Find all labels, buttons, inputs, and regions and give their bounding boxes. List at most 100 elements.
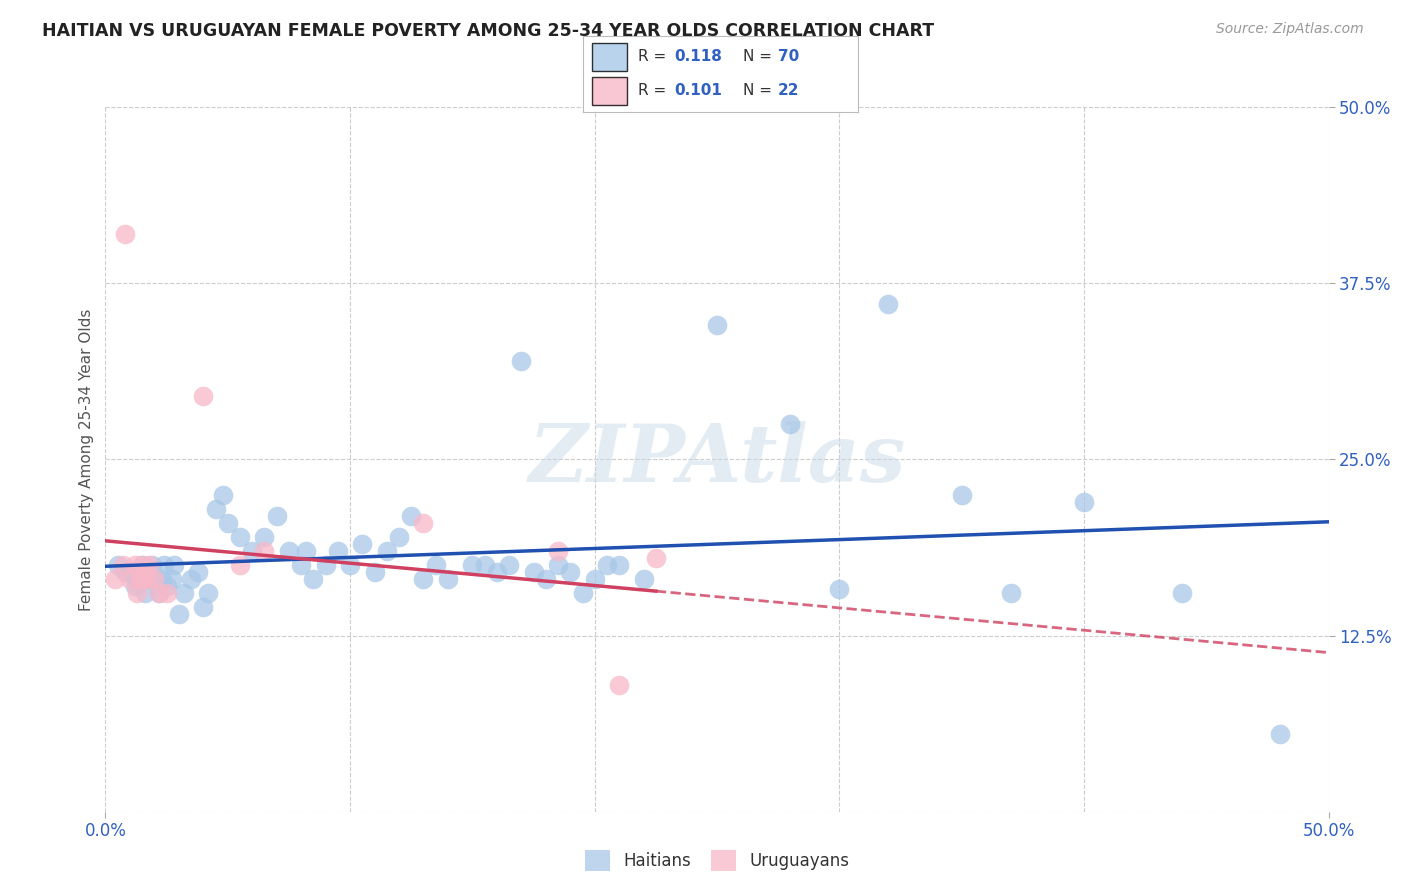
Point <box>401 508 423 523</box>
Text: Source: ZipAtlas.com: Source: ZipAtlas.com <box>1216 22 1364 37</box>
Point <box>877 297 900 311</box>
Point <box>156 579 179 593</box>
Point <box>128 565 150 579</box>
Point <box>138 565 160 579</box>
Point <box>156 586 179 600</box>
Point <box>290 558 312 573</box>
Point <box>352 537 374 551</box>
Point <box>1268 727 1291 741</box>
Point <box>193 389 215 403</box>
Point <box>240 544 263 558</box>
Text: ZIPAtlas: ZIPAtlas <box>529 421 905 498</box>
Point <box>315 558 337 573</box>
Point <box>253 530 276 544</box>
Point <box>197 586 219 600</box>
Point <box>388 530 411 544</box>
FancyBboxPatch shape <box>592 44 627 70</box>
Legend: Haitians, Uruguayans: Haitians, Uruguayans <box>578 844 856 878</box>
Point <box>153 558 176 573</box>
Text: N =: N = <box>742 83 776 98</box>
Point <box>461 558 484 573</box>
Point <box>124 558 146 573</box>
FancyBboxPatch shape <box>592 78 627 104</box>
Point <box>141 558 163 573</box>
Point <box>136 572 159 586</box>
Point <box>118 572 141 586</box>
Point <box>136 572 159 586</box>
Point <box>163 558 186 573</box>
Text: N =: N = <box>742 49 776 64</box>
Point <box>229 558 252 573</box>
Point <box>134 586 156 600</box>
Point <box>534 572 557 586</box>
Point <box>326 544 349 558</box>
Point <box>266 508 288 523</box>
Point <box>583 572 606 586</box>
Point <box>339 558 361 573</box>
Point <box>302 572 325 586</box>
Point <box>107 558 129 573</box>
Point <box>138 558 160 573</box>
Text: 0.101: 0.101 <box>673 83 721 98</box>
Text: 70: 70 <box>778 49 800 64</box>
Point <box>485 565 508 579</box>
Point <box>522 565 544 579</box>
Point <box>104 572 127 586</box>
Point <box>229 530 252 544</box>
Point <box>118 565 141 579</box>
Point <box>150 572 173 586</box>
Point <box>111 558 134 573</box>
Point <box>607 678 630 692</box>
Text: 22: 22 <box>778 83 800 98</box>
Point <box>295 544 318 558</box>
Point <box>114 227 136 241</box>
Text: R =: R = <box>638 49 672 64</box>
Point <box>134 565 156 579</box>
Point <box>510 353 533 368</box>
Point <box>779 417 801 431</box>
Point <box>375 544 398 558</box>
Point <box>131 572 153 586</box>
Point <box>706 318 728 333</box>
Point <box>114 565 136 579</box>
Point <box>124 579 146 593</box>
Y-axis label: Female Poverty Among 25-34 Year Olds: Female Poverty Among 25-34 Year Olds <box>79 309 94 610</box>
Point <box>363 565 385 579</box>
Point <box>498 558 520 573</box>
Text: 0.118: 0.118 <box>673 49 721 64</box>
Point <box>131 572 153 586</box>
Point <box>950 487 973 501</box>
Point <box>148 586 170 600</box>
Point <box>278 544 301 558</box>
Point <box>425 558 447 573</box>
Point <box>571 586 593 600</box>
Point <box>167 607 190 622</box>
Point <box>547 544 569 558</box>
Point <box>127 586 149 600</box>
Point <box>253 544 276 558</box>
Point <box>217 516 239 530</box>
Point <box>547 558 569 573</box>
Point <box>204 501 226 516</box>
Point <box>412 516 434 530</box>
Point <box>596 558 619 573</box>
Point <box>131 558 153 573</box>
Point <box>1000 586 1022 600</box>
Point <box>1171 586 1194 600</box>
Point <box>644 551 668 566</box>
Point <box>143 572 166 586</box>
Point <box>437 572 460 586</box>
Point <box>560 565 582 579</box>
Text: R =: R = <box>638 83 672 98</box>
Point <box>173 586 195 600</box>
Point <box>127 572 149 586</box>
Point <box>474 558 496 573</box>
Point <box>143 572 166 586</box>
Point <box>131 558 153 573</box>
Point <box>828 582 851 596</box>
Point <box>607 558 630 573</box>
Point <box>180 572 202 586</box>
Point <box>148 586 170 600</box>
Point <box>160 572 183 586</box>
Text: HAITIAN VS URUGUAYAN FEMALE POVERTY AMONG 25-34 YEAR OLDS CORRELATION CHART: HAITIAN VS URUGUAYAN FEMALE POVERTY AMON… <box>42 22 935 40</box>
